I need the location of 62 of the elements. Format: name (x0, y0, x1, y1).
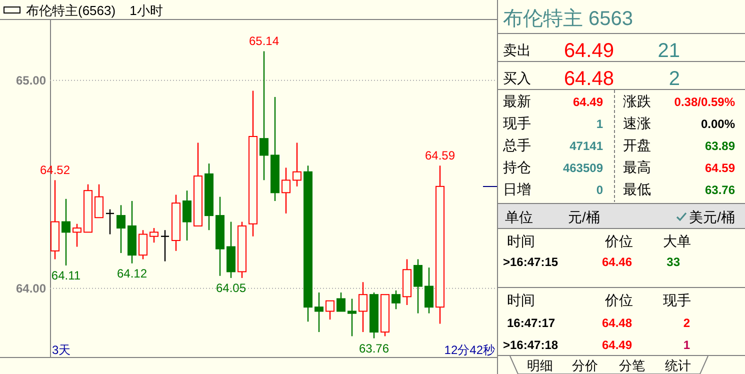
text: 64.59 (704, 161, 736, 175)
text: 时间 (507, 233, 535, 249)
text: 2 (668, 68, 680, 90)
text: 1 (683, 338, 690, 352)
annotation: 64.59 (424, 148, 456, 163)
text: 价位 (604, 233, 633, 249)
annotation: 63.76 (358, 341, 390, 356)
text: 0.38/0.59% (674, 95, 736, 109)
text: 买入 (503, 70, 531, 86)
text: 卖出 (503, 42, 531, 58)
chart-subtitle: 1小时 (130, 3, 163, 18)
text: 64.49 (564, 40, 614, 62)
text: 16:47:17 (507, 316, 556, 330)
text: 最高 (623, 159, 651, 175)
text: >16:47:18 (503, 338, 558, 352)
annotation: 64.11 (51, 268, 81, 282)
annotation: 3天 (52, 343, 71, 357)
text: 63.76 (704, 183, 736, 197)
text: 涨跌 (623, 93, 651, 109)
text: >16:47:15 (503, 255, 558, 269)
text: 463509 (562, 161, 604, 175)
text: 价位 (604, 292, 633, 308)
annotation: 64.12 (116, 266, 148, 280)
text: 开盘 (623, 137, 651, 153)
text: 64.48 (602, 316, 632, 330)
text: 0 (596, 183, 604, 197)
text: 元/桶 (568, 209, 600, 225)
text: 47141 (570, 139, 604, 153)
annotation: 65.14 (248, 34, 280, 48)
text: 2 (683, 316, 690, 330)
text: 33 (666, 255, 680, 269)
text: 0.00% (700, 117, 736, 131)
text: 63.89 (704, 139, 736, 153)
text: 持仓 (503, 159, 531, 175)
chart-title: 布伦特主(6563) (26, 3, 116, 18)
text: 布伦特主 6563 (503, 7, 634, 30)
text: 大单 (663, 233, 691, 249)
text: 总手 (502, 137, 531, 153)
annotation: 12分42秒 (444, 343, 495, 357)
text: 1 (596, 117, 604, 131)
text: 明细 (527, 358, 553, 373)
text: 分笔 (619, 358, 645, 373)
annotation: 64.52 (40, 163, 70, 178)
text: 64.48 (564, 68, 614, 90)
text: 统计 (665, 358, 691, 373)
text: 速涨 (623, 115, 651, 131)
annotation: 64.05 (216, 280, 246, 295)
text: 最低 (623, 181, 651, 197)
text: 分价 (572, 358, 598, 373)
text: 现手 (663, 292, 691, 308)
text: 美元/桶 (689, 209, 735, 225)
text: 日增 (503, 181, 531, 197)
text: 最新 (503, 93, 531, 109)
text: 单位 (505, 209, 533, 225)
text: 时间 (507, 292, 535, 308)
y-tick-label: 65.00 (16, 73, 46, 88)
text: 64.49 (572, 95, 604, 109)
text: 21 (658, 40, 680, 62)
text: 64.46 (602, 255, 632, 269)
y-tick-label: 64.00 (16, 281, 46, 296)
text: 现手 (503, 115, 531, 131)
text: 64.49 (602, 338, 632, 352)
